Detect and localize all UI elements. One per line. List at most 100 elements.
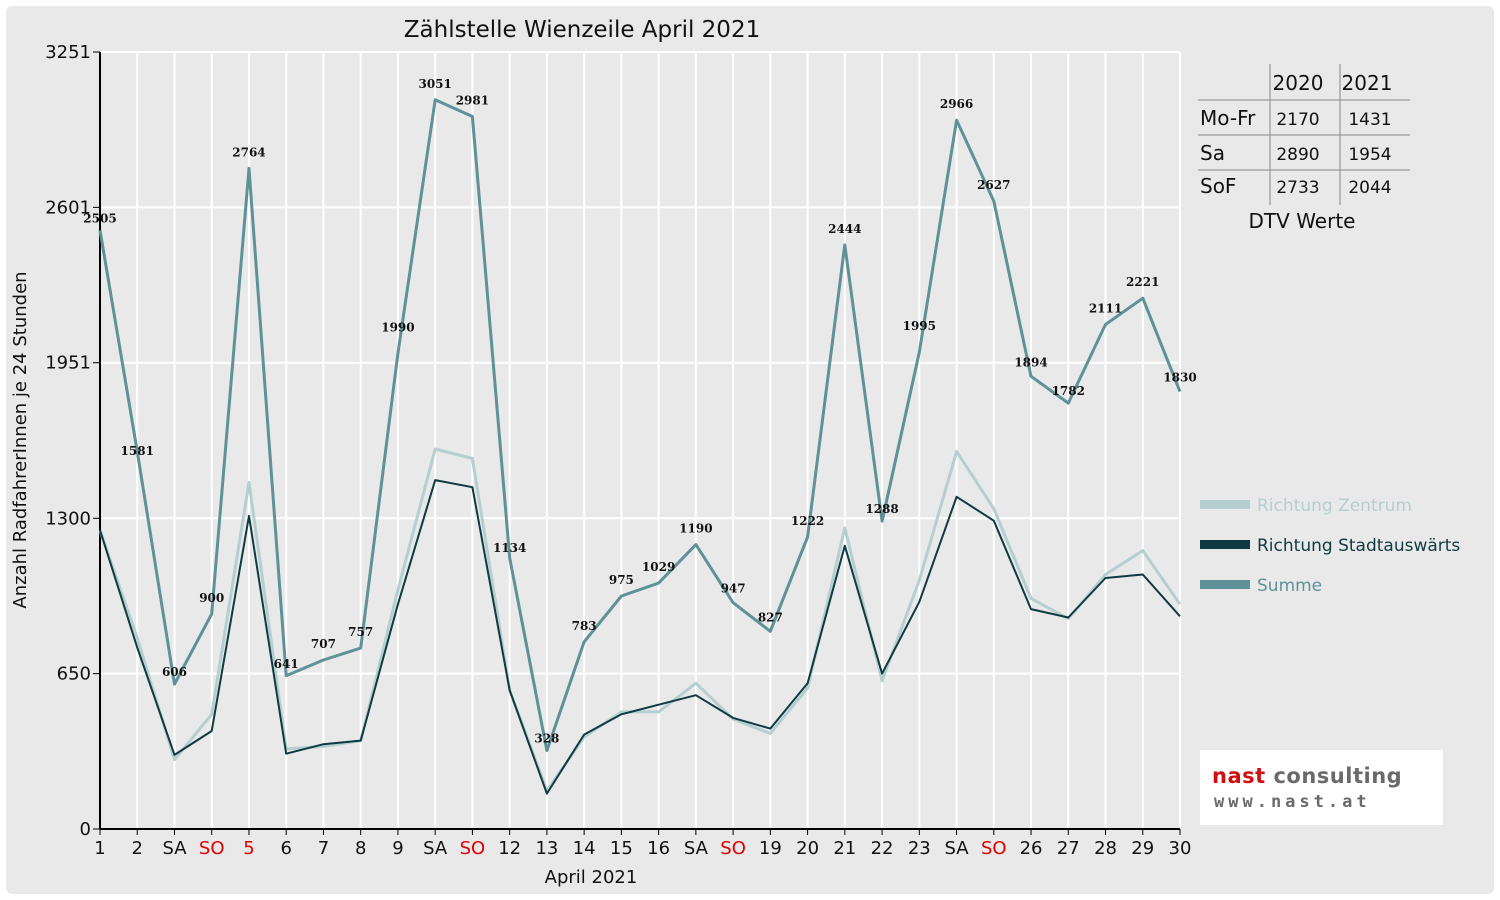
x-tick-label: 14 xyxy=(573,838,596,859)
data-label: 1995 xyxy=(903,319,936,333)
x-tick-label: 5 xyxy=(243,838,254,859)
data-label: 1782 xyxy=(1052,384,1085,398)
data-label: 1190 xyxy=(679,522,712,536)
x-tick-label: SO xyxy=(199,838,225,859)
x-tick-label: 27 xyxy=(1057,838,1080,859)
x-tick-label: 19 xyxy=(759,838,782,859)
dtv-row-label: SoF xyxy=(1200,174,1236,198)
x-tick-label: 13 xyxy=(535,838,558,859)
data-label: 3051 xyxy=(418,77,451,91)
data-label: 1990 xyxy=(381,320,414,334)
data-label: 641 xyxy=(274,657,299,671)
series xyxy=(98,98,1182,795)
x-tick-label: 28 xyxy=(1094,838,1117,859)
data-label: 2444 xyxy=(828,222,861,236)
y-axis-label: Anzahl RadfahrerInnen je 24 Stunden xyxy=(10,271,31,608)
y-tick-label: 0 xyxy=(80,819,91,840)
x-tick-label: SO xyxy=(981,838,1007,859)
data-label: 2221 xyxy=(1126,275,1159,289)
dtv-col-2021: 2021 xyxy=(1342,71,1393,95)
x-tick-label: SA xyxy=(423,838,448,859)
dtv-cell: 2733 xyxy=(1276,178,1319,198)
data-label: 1029 xyxy=(642,560,675,574)
data-label: 328 xyxy=(534,732,559,746)
x-tick-label: 30 xyxy=(1169,838,1192,859)
x-tick-label: 9 xyxy=(392,838,403,859)
logo-wordmark: nast consulting xyxy=(1212,764,1402,788)
x-tick-label: 23 xyxy=(908,838,931,859)
logo-word-consulting: consulting xyxy=(1273,764,1403,788)
legend-swatch-zentrum xyxy=(1200,500,1250,509)
x-tick-label: 21 xyxy=(833,838,856,859)
y-tick-label: 2601 xyxy=(45,197,91,218)
dtv-cell: 2890 xyxy=(1276,145,1319,165)
dtv-table: 2020 2021 Mo-Fr 2170 1431 Sa 2890 1954 S… xyxy=(1198,64,1410,233)
x-tick-label: SO xyxy=(720,838,746,859)
x-tick-label: SA xyxy=(162,838,187,859)
data-label: 2981 xyxy=(456,94,489,108)
legend-swatch-stadtauswaerts xyxy=(1200,540,1250,549)
data-label: 1288 xyxy=(865,502,898,516)
x-tick-label: 29 xyxy=(1131,838,1154,859)
y-tick-label: 1951 xyxy=(45,353,91,374)
x-axis-label: April 2021 xyxy=(545,867,638,888)
data-label: 2111 xyxy=(1089,301,1122,315)
legend-swatch-summe xyxy=(1200,580,1250,589)
data-label: 827 xyxy=(758,610,783,624)
data-label: 947 xyxy=(721,582,746,596)
data-label: 975 xyxy=(609,573,634,587)
x-tick-label: 15 xyxy=(610,838,633,859)
data-label: 783 xyxy=(572,619,597,633)
data-label: 1830 xyxy=(1163,371,1196,385)
x-tick-label: 7 xyxy=(318,838,329,859)
x-tick-label: 2 xyxy=(132,838,143,859)
x-tick-label: 16 xyxy=(647,838,670,859)
dtv-col-2020: 2020 xyxy=(1273,71,1324,95)
data-label: 900 xyxy=(199,591,224,605)
x-tick-label: 8 xyxy=(355,838,366,859)
y-tick-label: 1300 xyxy=(45,508,91,529)
dtv-cell: 2170 xyxy=(1276,110,1319,130)
data-label: 1134 xyxy=(493,541,526,555)
dtv-cell: 1954 xyxy=(1348,145,1391,165)
x-tick-label: 1 xyxy=(94,838,105,859)
dtv-cell: 2044 xyxy=(1348,178,1391,198)
logo-word-nast: nast xyxy=(1212,764,1266,788)
data-label: 757 xyxy=(348,625,373,639)
data-label: 2966 xyxy=(940,97,973,111)
x-tick-label: 6 xyxy=(280,838,291,859)
x-tick-label: 26 xyxy=(1020,838,1043,859)
logo-url: www.nast.at xyxy=(1214,792,1371,812)
data-label: 1222 xyxy=(791,514,824,528)
data-label: 2764 xyxy=(232,145,265,159)
series-line-zentrum xyxy=(98,447,1182,793)
data-label: 2627 xyxy=(977,178,1010,192)
x-tick-label: SA xyxy=(684,838,709,859)
x-tick-label: 22 xyxy=(871,838,894,859)
dtv-row-label: Mo-Fr xyxy=(1200,106,1256,130)
nast-consulting-logo: nast consulting www.nast.at xyxy=(1200,750,1443,825)
legend: Richtung Zentrum Richtung Stadtauswärts … xyxy=(1200,496,1460,596)
chart-title: Zählstelle Wienzeile April 2021 xyxy=(404,17,760,43)
x-tick-label: 20 xyxy=(796,838,819,859)
y-tick-label: 650 xyxy=(57,664,91,685)
data-label: 2505 xyxy=(83,211,116,225)
x-tick-label: SA xyxy=(945,838,970,859)
legend-label-summe: Summe xyxy=(1257,576,1322,596)
series-line-summe xyxy=(98,98,1182,753)
dtv-caption: DTV Werte xyxy=(1249,209,1356,233)
x-tick-label: 12 xyxy=(498,838,521,859)
data-labels: 2505 1581 606 900 2764 641 707 757 1990 3051 2981 1… xyxy=(83,77,1196,746)
legend-label-stadtauswaerts: Richtung Stadtauswärts xyxy=(1257,536,1460,556)
series-line-stadtauswaerts xyxy=(99,479,1181,795)
dtv-cell: 1431 xyxy=(1348,110,1391,130)
data-label: 1894 xyxy=(1014,355,1047,369)
legend-label-zentrum: Richtung Zentrum xyxy=(1257,496,1412,516)
x-tick-label: SO xyxy=(460,838,486,859)
data-label: 606 xyxy=(162,665,187,679)
y-tick-label: 3251 xyxy=(45,42,91,63)
dtv-row-label: Sa xyxy=(1200,141,1225,165)
data-label: 707 xyxy=(311,637,336,651)
